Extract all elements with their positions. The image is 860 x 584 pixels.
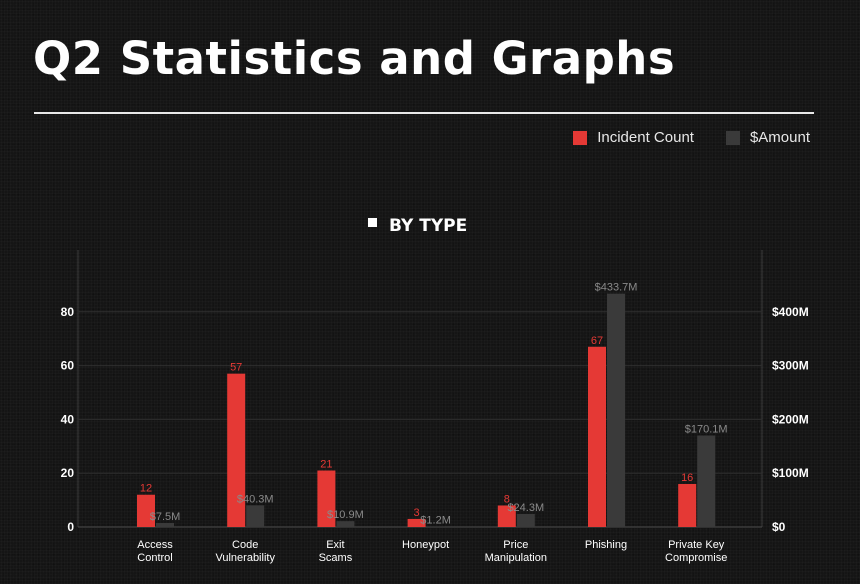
y-right-tick-label: $300M xyxy=(772,359,809,373)
y-right-tick-label: $100M xyxy=(772,466,809,480)
data-label-amount: $7.5M xyxy=(150,511,181,523)
data-label-incident-count: 3 xyxy=(414,507,420,519)
category-label: Price Manipulation xyxy=(485,539,547,564)
legend-item-incident-count: Incident Count xyxy=(573,129,694,146)
y-left-tick-label: 0 xyxy=(67,520,74,534)
legend-item-amount: $Amount xyxy=(725,129,810,146)
category-label: Private Key Compromise xyxy=(665,539,727,564)
chart-subtitle: BY TYPE xyxy=(389,216,467,236)
data-label-incident-count: 12 xyxy=(140,483,152,495)
data-label-amount: $433.7M xyxy=(595,282,638,294)
bar-amount xyxy=(336,521,355,527)
bar-incident-count xyxy=(588,346,606,527)
data-label-incident-count: 67 xyxy=(591,335,603,347)
data-label-incident-count: 8 xyxy=(504,493,510,505)
bar-incident-count xyxy=(227,373,246,527)
y-left-tick-label: 40 xyxy=(61,412,75,426)
bar-incident-count xyxy=(497,505,516,527)
legend-label-incident-count: Incident Count xyxy=(597,129,694,146)
y-left-tick-label: 20 xyxy=(61,466,75,480)
y-right-tick-label: $0 xyxy=(772,520,786,534)
legend-label-amount: $Amount xyxy=(749,129,810,146)
subtitle-bullet-icon xyxy=(368,218,377,227)
bar-amount xyxy=(607,293,625,527)
category-label: Access Control xyxy=(137,539,173,564)
data-label-incident-count: 21 xyxy=(320,459,332,471)
bar-incident-count xyxy=(407,518,426,527)
data-label-amount: $40.3M xyxy=(237,493,274,505)
y-right-tick-label: $400M xyxy=(772,305,809,319)
bar-incident-count xyxy=(678,483,697,527)
y-right-tick-label: $200M xyxy=(772,412,809,426)
data-label-amount: $1.2M xyxy=(420,514,451,526)
legend-swatch-amount xyxy=(725,130,740,145)
data-label-incident-count: 57 xyxy=(230,362,242,374)
data-label-amount: $170.1M xyxy=(685,423,728,435)
bar-amount xyxy=(156,522,174,527)
data-label-incident-count: 16 xyxy=(681,472,693,484)
page-title: Q2 Statistics and Graphs xyxy=(33,32,676,85)
category-label: Exit Scams xyxy=(319,539,353,564)
bar-amount xyxy=(426,526,445,527)
title-divider xyxy=(34,112,814,114)
y-left-tick-label: 60 xyxy=(61,359,75,373)
chart-legend: Incident Count $Amount xyxy=(541,129,810,146)
data-label-amount: $24.3M xyxy=(507,502,544,514)
y-left-tick-label: 80 xyxy=(61,305,75,319)
category-label: Code Vulnerability xyxy=(215,539,275,564)
category-label: Phishing xyxy=(585,539,627,551)
bar-incident-count xyxy=(317,470,336,527)
category-label: Honeypot xyxy=(402,539,449,551)
bar-amount xyxy=(246,505,265,527)
bar-amount xyxy=(697,435,716,527)
bar-amount xyxy=(516,513,535,527)
bar-incident-count xyxy=(137,494,155,527)
data-label-amount: $10.9M xyxy=(327,509,364,521)
legend-swatch-incident-count xyxy=(573,130,588,145)
